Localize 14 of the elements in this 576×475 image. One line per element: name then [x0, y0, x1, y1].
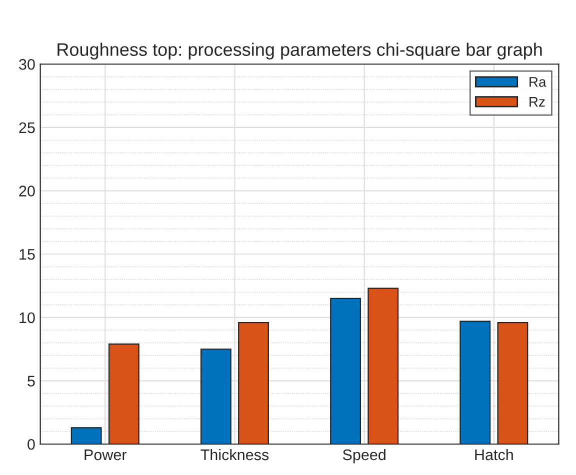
chart-title: Roughness top: processing parameters chi-square bar graph: [58, 42, 542, 60]
x-tick-label: Power: [84, 450, 127, 460]
y-tick-label: 30: [19, 58, 35, 70]
legend-label: Ra: [530, 77, 546, 87]
y-tick-label: 25: [19, 122, 35, 134]
y-tick-label: 15: [20, 249, 35, 260]
legend-label: Rz: [530, 97, 545, 107]
y-tick-label: 20: [19, 186, 35, 196]
x-tick-label: Speed: [342, 448, 386, 464]
y-tick-label: 10: [20, 312, 35, 324]
x-tick-label: Hatch: [475, 448, 513, 460]
y-tick-label: 0: [28, 438, 35, 450]
y-tick-label: 5: [28, 376, 35, 386]
x-tick-label: Thickness: [200, 448, 269, 460]
